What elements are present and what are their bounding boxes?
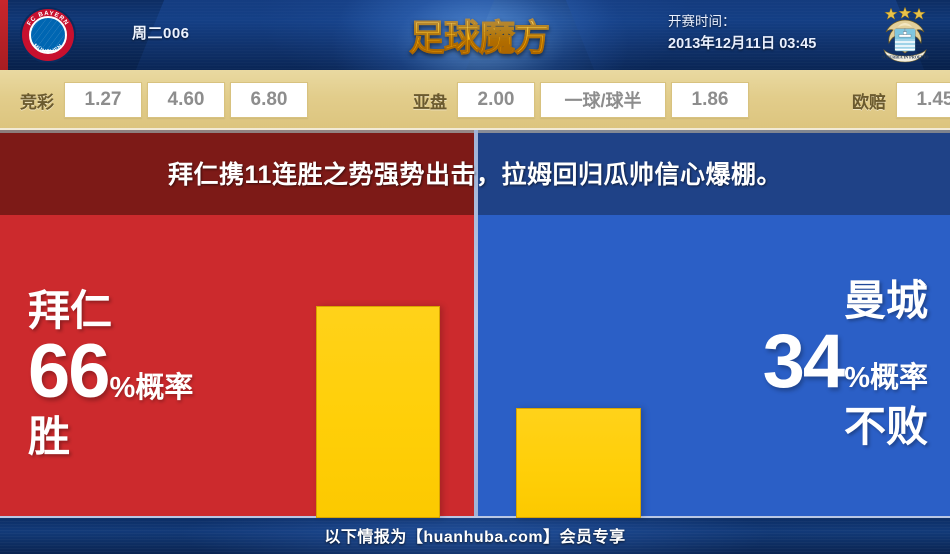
- home-probability-row: 66 %概率: [28, 329, 194, 414]
- header-bar: FC BAYERN MÜNCHEN 周二006 足球魔方 开赛时间： 2013年…: [0, 0, 950, 70]
- kickoff-label: 开赛时间：: [668, 14, 736, 29]
- odds-cell-oupei-home[interactable]: 1.45: [896, 82, 950, 118]
- home-probability-bar: [316, 306, 440, 518]
- probability-comparison-panel: 拜仁携11连胜之势强势出击，拉姆回归瓜帅信心爆棚。 拜仁 66 %概率 胜 曼城…: [0, 130, 950, 518]
- odds-cell-jingcai-home[interactable]: 1.27: [64, 82, 142, 118]
- away-outcome-label: 不败: [843, 403, 928, 451]
- away-probability-row: 34 %概率: [762, 319, 928, 404]
- odds-group-label: 竞彩: [20, 92, 54, 112]
- panel-divider: [474, 130, 478, 516]
- away-stats-block: 曼城 34 %概率 不败: [763, 280, 928, 448]
- footer-notice: 以下情报为【huanhuba.com】会员专享: [324, 529, 626, 546]
- kickoff-time: 2013年12月11日 03:45: [668, 35, 817, 52]
- odds-cell-yapan-away[interactable]: 1.86: [671, 82, 749, 118]
- away-team-name: 曼城: [843, 277, 928, 324]
- away-probability-suffix: %概率: [844, 362, 928, 394]
- home-outcome-label: 胜: [28, 413, 71, 461]
- odds-bar: 竞彩 1.27 4.60 6.80 亚盘 2.00 一球/球半 1.86 欧赔 …: [0, 70, 950, 130]
- home-probability-value: 66: [28, 329, 111, 414]
- odds-cell-yapan-home[interactable]: 2.00: [457, 82, 535, 118]
- kickoff-info: 开赛时间： 2013年12月11日 03:45: [668, 12, 816, 55]
- home-team-crest-icon: FC BAYERN MÜNCHEN: [19, 6, 77, 64]
- match-number: 周二006: [132, 25, 190, 42]
- odds-group-jingcai: 竞彩 1.27 4.60 6.80: [20, 82, 313, 118]
- away-team-crest-icon: SUPERBIA IN PROELIO: [874, 5, 936, 65]
- odds-group-label: 欧赔: [852, 92, 886, 112]
- headline-text: 拜仁携11连胜之势强势出击，拉姆回归瓜帅信心爆棚。: [168, 160, 782, 189]
- odds-group-yapan: 亚盘 2.00 一球/球半 1.86: [413, 82, 754, 118]
- home-probability-suffix: %概率: [109, 372, 194, 404]
- footer-bar: 以下情报为【huanhuba.com】会员专享: [0, 516, 950, 554]
- away-panel: [477, 130, 950, 516]
- header-red-strip: [0, 0, 8, 70]
- header-center-glow: [330, 0, 630, 70]
- odds-cell-jingcai-draw[interactable]: 4.60: [147, 82, 225, 118]
- odds-group-oupei: 欧赔 1.45 4.43 6.54: [852, 82, 950, 118]
- brand-logo-text: 足球魔方: [408, 9, 550, 61]
- home-team-name: 拜仁: [28, 287, 113, 334]
- away-probability-bar: [516, 408, 641, 518]
- odds-cell-yapan-handicap[interactable]: 一球/球半: [540, 82, 666, 118]
- svg-text:SUPERBIA IN PROELIO: SUPERBIA IN PROELIO: [881, 55, 929, 60]
- footer-divider: [0, 516, 950, 518]
- brand-logo: 足球魔方: [398, 4, 560, 66]
- away-headline-band: [477, 130, 950, 215]
- home-headline-band: [0, 130, 477, 215]
- away-probability-value: 34: [762, 319, 846, 404]
- home-stats-block: 拜仁 66 %概率 胜: [28, 290, 193, 458]
- odds-group-label: 亚盘: [413, 92, 447, 112]
- odds-cell-jingcai-away[interactable]: 6.80: [230, 82, 308, 118]
